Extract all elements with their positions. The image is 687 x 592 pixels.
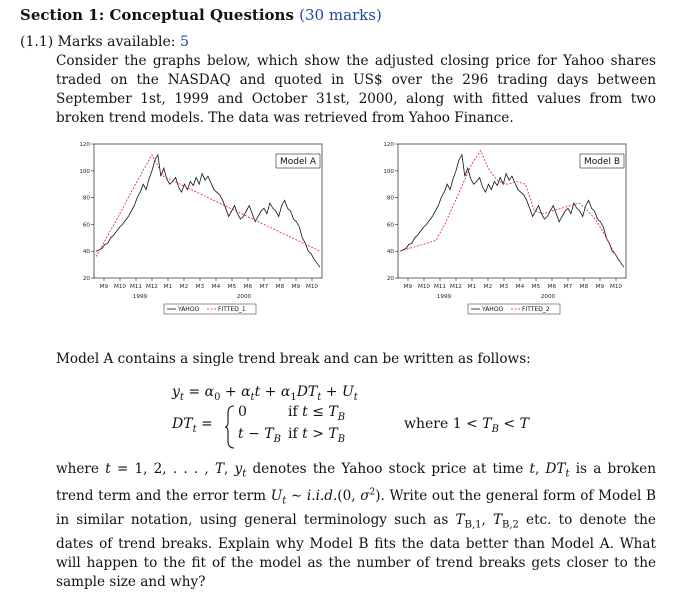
x-tick-label: M1 [164, 284, 173, 290]
legend-fitted-1: FITTED_1 [218, 306, 246, 313]
cases-brace [224, 405, 235, 449]
x-tick-label: M12 [146, 284, 158, 290]
model-label: Model A [280, 157, 317, 167]
legend-fitted-2: FITTED_2 [522, 306, 550, 313]
x-tick-label: M8 [580, 284, 589, 290]
year-label: 2000 [237, 294, 252, 300]
x-tick-label: M9 [596, 284, 605, 290]
x-tick-label: M8 [276, 284, 285, 290]
y-tick-label: 20 [83, 276, 91, 282]
case-2-cond: if t > TB [288, 426, 346, 445]
x-tick-label: M2 [484, 284, 492, 290]
equation-dt-lhs: DTt = [172, 416, 213, 435]
x-tick-label: M10 [610, 284, 622, 290]
model-label-box [275, 153, 321, 169]
x-tick-label: M2 [180, 284, 188, 290]
x-tick-label: M10 [114, 284, 126, 290]
x-tick-label: M9 [100, 284, 109, 290]
model-label: Model B [584, 157, 620, 167]
x-tick-label: M5 [532, 284, 541, 290]
question-header: (1.1) Marks available: 5 [20, 34, 189, 50]
where-condition: where 1 < TB < T [404, 416, 529, 435]
year-label: 1999 [133, 294, 148, 300]
series-yahoo-line [399, 153, 625, 268]
x-tick-label: M7 [260, 284, 269, 290]
case-2: t − TB [238, 426, 281, 445]
x-tick-label: M6 [244, 284, 253, 290]
section-marks: (30 marks) [299, 6, 382, 24]
legend-box [163, 303, 257, 315]
y-tick-label: 60 [83, 222, 91, 228]
x-tick-label: M12 [450, 284, 462, 290]
closing-text: where t = 1, 2, . . . , T, yt denotes th… [56, 461, 656, 590]
series-fitted-line [95, 153, 321, 257]
x-tick-label: M6 [548, 284, 557, 290]
legend-yahoo: YAHOO [177, 306, 200, 313]
y-tick-label: 80 [387, 196, 395, 202]
y-tick-label: 100 [79, 169, 90, 175]
y-tick-label: 20 [387, 276, 395, 282]
case-1-cond: if t ≤ TB [288, 404, 346, 423]
x-tick-label: M9 [292, 284, 301, 290]
case1-value: 0 [238, 404, 247, 420]
x-tick-label: M11 [434, 284, 446, 290]
x-tick-label: M10 [418, 284, 430, 290]
case-1: 0 [238, 404, 247, 420]
closing-paragraph: where t = 1, 2, . . . , T, yt denotes th… [56, 460, 656, 592]
plot-frame [93, 143, 323, 279]
x-tick-label: M1 [468, 284, 477, 290]
x-tick-label: M3 [196, 284, 205, 290]
chart-model-b: 20 40 60 80 100 120 M9 M10 M11 M12 M1 M2 M3 M4 M5 M6 M7 M… [383, 142, 627, 315]
legend-box [467, 303, 561, 315]
chart-model-a: 20 40 60 80 100 120 M9 M10 M11 M12 M1 M2 M3 M4 M5 M6 M7 M… [79, 142, 323, 315]
x-tick-label: M5 [228, 284, 237, 290]
section-title: Section 1: Conceptual Questions (30 mark… [20, 6, 382, 24]
legend-yahoo: YAHOO [481, 306, 504, 313]
x-tick-label: M9 [404, 284, 413, 290]
plot-frame [397, 143, 627, 279]
series-fitted-line [399, 149, 625, 268]
model-a-text: Model A contains a single trend break an… [56, 351, 531, 367]
y-tick-label: 120 [383, 142, 394, 148]
marks-label: Marks available: [57, 34, 176, 50]
year-label: 2000 [541, 294, 556, 300]
intro-paragraph: Consider the graphs below, which show th… [56, 53, 656, 126]
x-tick-label: M4 [516, 284, 525, 290]
question-number: (1.1) [20, 34, 54, 50]
y-tick-label: 60 [387, 222, 395, 228]
y-tick-label: 40 [387, 249, 395, 255]
equation-main: yt = α0 + αtt + α1DTt + Ut [172, 384, 358, 403]
model-label-box [579, 153, 625, 169]
y-tick-label: 100 [383, 169, 394, 175]
y-tick-label: 40 [83, 249, 91, 255]
section-title-text: Section 1: Conceptual Questions [20, 6, 294, 24]
y-tick-label: 80 [83, 196, 91, 202]
x-tick-label: M11 [130, 284, 142, 290]
series-yahoo-line [95, 153, 321, 268]
y-tick-label: 120 [79, 142, 90, 148]
x-tick-label: M3 [500, 284, 509, 290]
x-tick-label: M7 [564, 284, 573, 290]
year-label: 1999 [437, 294, 452, 300]
marks-value: 5 [179, 34, 189, 50]
x-tick-label: M4 [212, 284, 221, 290]
x-tick-label: M10 [306, 284, 318, 290]
